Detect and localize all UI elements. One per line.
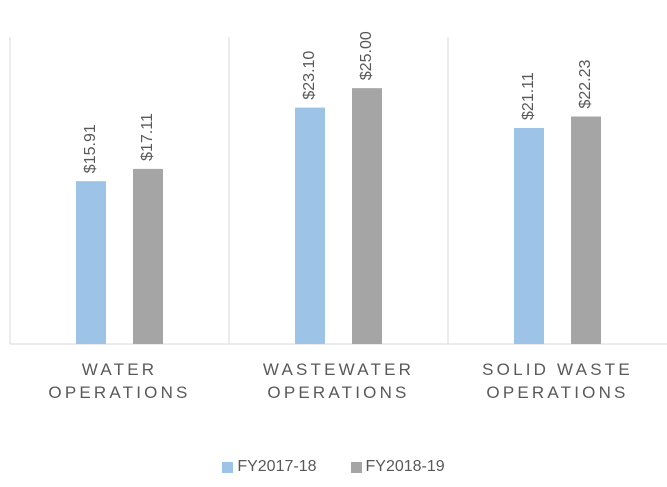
- value-label: $21.11: [520, 72, 537, 120]
- bar: [571, 116, 601, 344]
- value-label: $23.10: [301, 51, 318, 100]
- legend-item: FY2018-19: [350, 458, 445, 476]
- bar: [295, 107, 325, 344]
- bar: [76, 181, 106, 344]
- legend-swatch: [350, 461, 362, 473]
- legend-swatch: [222, 461, 234, 473]
- value-label: $25.00: [358, 31, 375, 80]
- bar: [133, 168, 163, 344]
- value-label: $17.11: [139, 113, 156, 161]
- x-tick-label: SOLID WASTE OPERATIONS: [482, 360, 633, 402]
- bar: [352, 88, 382, 345]
- legend: FY2017-18 FY2018-19: [0, 458, 667, 476]
- bar: [514, 127, 544, 344]
- value-label: $22.23: [577, 59, 594, 108]
- legend-item: FY2017-18: [222, 458, 317, 476]
- legend-label: FY2017-18: [237, 458, 317, 475]
- x-tick-label: WASTEWATER OPERATIONS: [262, 360, 415, 402]
- value-label: $15.91: [82, 124, 99, 173]
- x-tick-label: WATER OPERATIONS: [48, 360, 191, 402]
- legend-label: FY2018-19: [365, 458, 445, 475]
